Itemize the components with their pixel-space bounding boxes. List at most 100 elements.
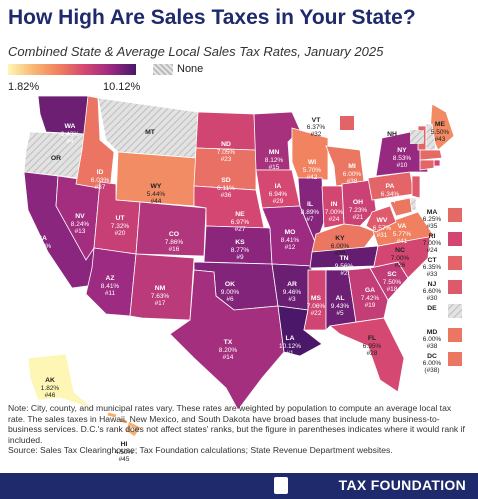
footnote: Note: City, county, and municipal rates … <box>8 403 470 456</box>
state-label-wy: WY <box>151 183 162 190</box>
side-swatch-ri <box>448 232 462 246</box>
side-swatch-ct <box>448 256 462 270</box>
state-rank-va: #41 <box>397 238 408 245</box>
state-rate-nv: 8.24% <box>71 221 90 228</box>
state-label-or: OR <box>51 155 61 162</box>
state-rate-ny: 8.53% <box>393 155 412 162</box>
legend-none-swatch <box>153 64 173 75</box>
side-label-dc: DC <box>427 353 437 360</box>
state-ct <box>419 159 435 171</box>
state-md <box>389 197 413 217</box>
state-label-az: AZ <box>105 275 114 282</box>
state-label-mn: MN <box>269 149 280 156</box>
state-rate-mn: 8.12% <box>265 157 284 164</box>
state-label-ok: OK <box>225 281 235 288</box>
state-ri <box>433 159 441 167</box>
state-label-al: AL <box>335 295 344 302</box>
state-rate-wy: 5.44% <box>147 191 166 198</box>
state-rate-mo: 8.41% <box>281 237 300 244</box>
side-label-ri: RI <box>429 233 436 240</box>
state-label-nv: NV <box>75 213 85 220</box>
state-label-ny: NY <box>397 147 407 154</box>
state-rank-me: #43 <box>435 136 446 143</box>
state-label-pa: PA <box>386 183 395 190</box>
side-rank-ma: #35 <box>427 223 438 230</box>
side-rate-dc: 6.00% <box>423 360 442 367</box>
state-rate-wa: 9.43% <box>61 131 80 138</box>
state-rate-wi: 5.70% <box>303 167 322 174</box>
state-rank-ok: #6 <box>226 296 234 303</box>
side-rate-ri: 7.00% <box>423 240 442 247</box>
state-rate-va: 5.77% <box>393 231 412 238</box>
state-rank-in: #24 <box>329 216 340 223</box>
state-label-fl: FL <box>368 335 376 342</box>
side-label-vt: VT <box>312 117 322 124</box>
state-rank-id: #37 <box>95 184 106 191</box>
source-text: Source: Sales Tax Clearinghouse; Tax Fou… <box>8 445 393 456</box>
state-rate-wv: 6.57% <box>373 225 392 232</box>
state-rate-ky: 6.00% <box>331 243 350 250</box>
note-text: Note: City, county, and municipal rates … <box>8 403 465 445</box>
state-rank-pa: #34 <box>385 198 396 205</box>
state-label-ak: AK <box>45 377 55 384</box>
state-label-oh: OH <box>353 199 363 206</box>
state-label-hi: HI <box>121 441 128 448</box>
state-rank-nm: #17 <box>155 300 166 307</box>
state-label-ia: IA <box>275 183 282 190</box>
state-label-mo: MO <box>285 229 296 236</box>
side-label-md: MD <box>427 329 438 336</box>
state-rank-sd: #36 <box>221 192 232 199</box>
state-rank-ne: #27 <box>235 226 246 233</box>
state-rank-ky: #38 <box>335 250 346 257</box>
side-rank-dc: (#38) <box>424 367 439 374</box>
state-rank-hi: #45 <box>119 456 130 463</box>
state-rate-mi: 6.00% <box>343 171 362 178</box>
side-swatch-ma <box>448 208 462 222</box>
state-rank-il: #7 <box>306 216 314 223</box>
state-rate-ia: 6.94% <box>269 191 288 198</box>
state-rank-ut: #20 <box>115 230 126 237</box>
state-rank-az: #11 <box>105 290 116 297</box>
state-rate-ut: 7.32% <box>111 223 130 230</box>
state-oh <box>341 179 377 227</box>
state-label-nm: NM <box>155 285 166 292</box>
side-swatch-dc <box>448 352 462 366</box>
state-rank-ms: #22 <box>311 310 322 317</box>
state-rate-ok: 9.00% <box>221 289 240 296</box>
state-mt <box>97 97 199 159</box>
side-rank-md: #38 <box>427 343 438 350</box>
side-label-de: DE <box>427 305 437 312</box>
state-va <box>371 211 435 247</box>
state-label-mi: MI <box>348 163 356 170</box>
state-rate-hi: 4.50% <box>115 449 134 456</box>
legend-max: 10.12% <box>103 81 141 93</box>
state-ma <box>419 149 443 161</box>
state-rate-la: 10.12% <box>279 343 301 350</box>
state-rate-ca: 8.80% <box>33 243 52 250</box>
state-az <box>85 247 137 317</box>
side-swatch-de <box>448 304 462 318</box>
state-fl <box>329 317 405 393</box>
page-subtitle: Combined State & Average Local Sales Tax… <box>8 44 384 59</box>
side-rate-ct: 6.35% <box>423 264 442 271</box>
state-ms <box>303 269 327 331</box>
state-rate-tx: 8.20% <box>219 347 238 354</box>
side-rate-ma: 6.25% <box>423 216 442 223</box>
state-rate-ga: 7.42% <box>361 295 380 302</box>
page-title: How High Are Sales Taxes in Your State? <box>8 6 416 29</box>
state-label-ga: GA <box>365 287 375 294</box>
state-rank-ia: #29 <box>273 198 284 205</box>
side-rank-ct: #33 <box>427 271 438 278</box>
state-rank-sc: #18 <box>387 286 398 293</box>
side-label-ct: CT <box>427 257 437 264</box>
state-label-ne: NE <box>235 211 245 218</box>
state-label-la: LA <box>285 335 294 342</box>
state-rank-tn: #2 <box>340 270 348 277</box>
state-rate-co: 7.86% <box>165 239 184 246</box>
state-rate-az: 8.41% <box>101 283 120 290</box>
side-swatch-nj <box>448 280 462 294</box>
side-rank-ri: #24 <box>427 247 438 254</box>
state-mi <box>325 145 365 187</box>
state-rank-wy: #44 <box>151 198 162 205</box>
side-rank-nj: #30 <box>427 295 438 302</box>
